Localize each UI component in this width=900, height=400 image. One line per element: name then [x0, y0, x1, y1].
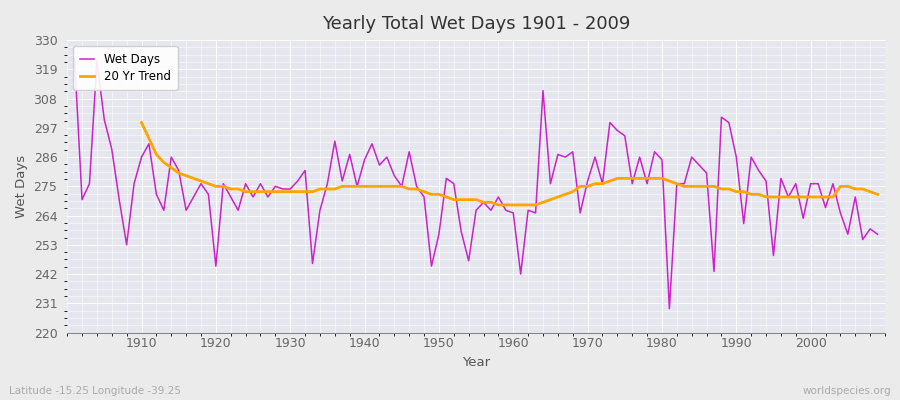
Wet Days	[292, 179, 303, 184]
Wet Days	[337, 179, 347, 184]
Wet Days	[664, 306, 675, 311]
Wet Days	[597, 181, 608, 186]
20 Yr Trend	[872, 192, 883, 197]
Wet Days	[69, 56, 80, 61]
Title: Yearly Total Wet Days 1901 - 2009: Yearly Total Wet Days 1901 - 2009	[322, 15, 630, 33]
20 Yr Trend	[136, 120, 147, 125]
Text: worldspecies.org: worldspecies.org	[803, 386, 891, 396]
Wet Days	[129, 181, 140, 186]
Y-axis label: Wet Days: Wet Days	[15, 155, 28, 218]
20 Yr Trend	[493, 202, 504, 207]
20 Yr Trend	[277, 189, 288, 194]
20 Yr Trend	[307, 189, 318, 194]
20 Yr Trend	[820, 194, 831, 199]
20 Yr Trend	[523, 202, 534, 207]
X-axis label: Year: Year	[462, 356, 490, 369]
20 Yr Trend	[842, 184, 853, 189]
Wet Days	[500, 208, 511, 213]
Legend: Wet Days, 20 Yr Trend: Wet Days, 20 Yr Trend	[73, 46, 178, 90]
20 Yr Trend	[582, 184, 593, 189]
Wet Days	[508, 210, 518, 215]
Line: Wet Days: Wet Days	[75, 59, 878, 309]
Wet Days	[872, 232, 883, 237]
Text: Latitude -15.25 Longitude -39.25: Latitude -15.25 Longitude -39.25	[9, 386, 181, 396]
Line: 20 Yr Trend: 20 Yr Trend	[141, 122, 878, 205]
